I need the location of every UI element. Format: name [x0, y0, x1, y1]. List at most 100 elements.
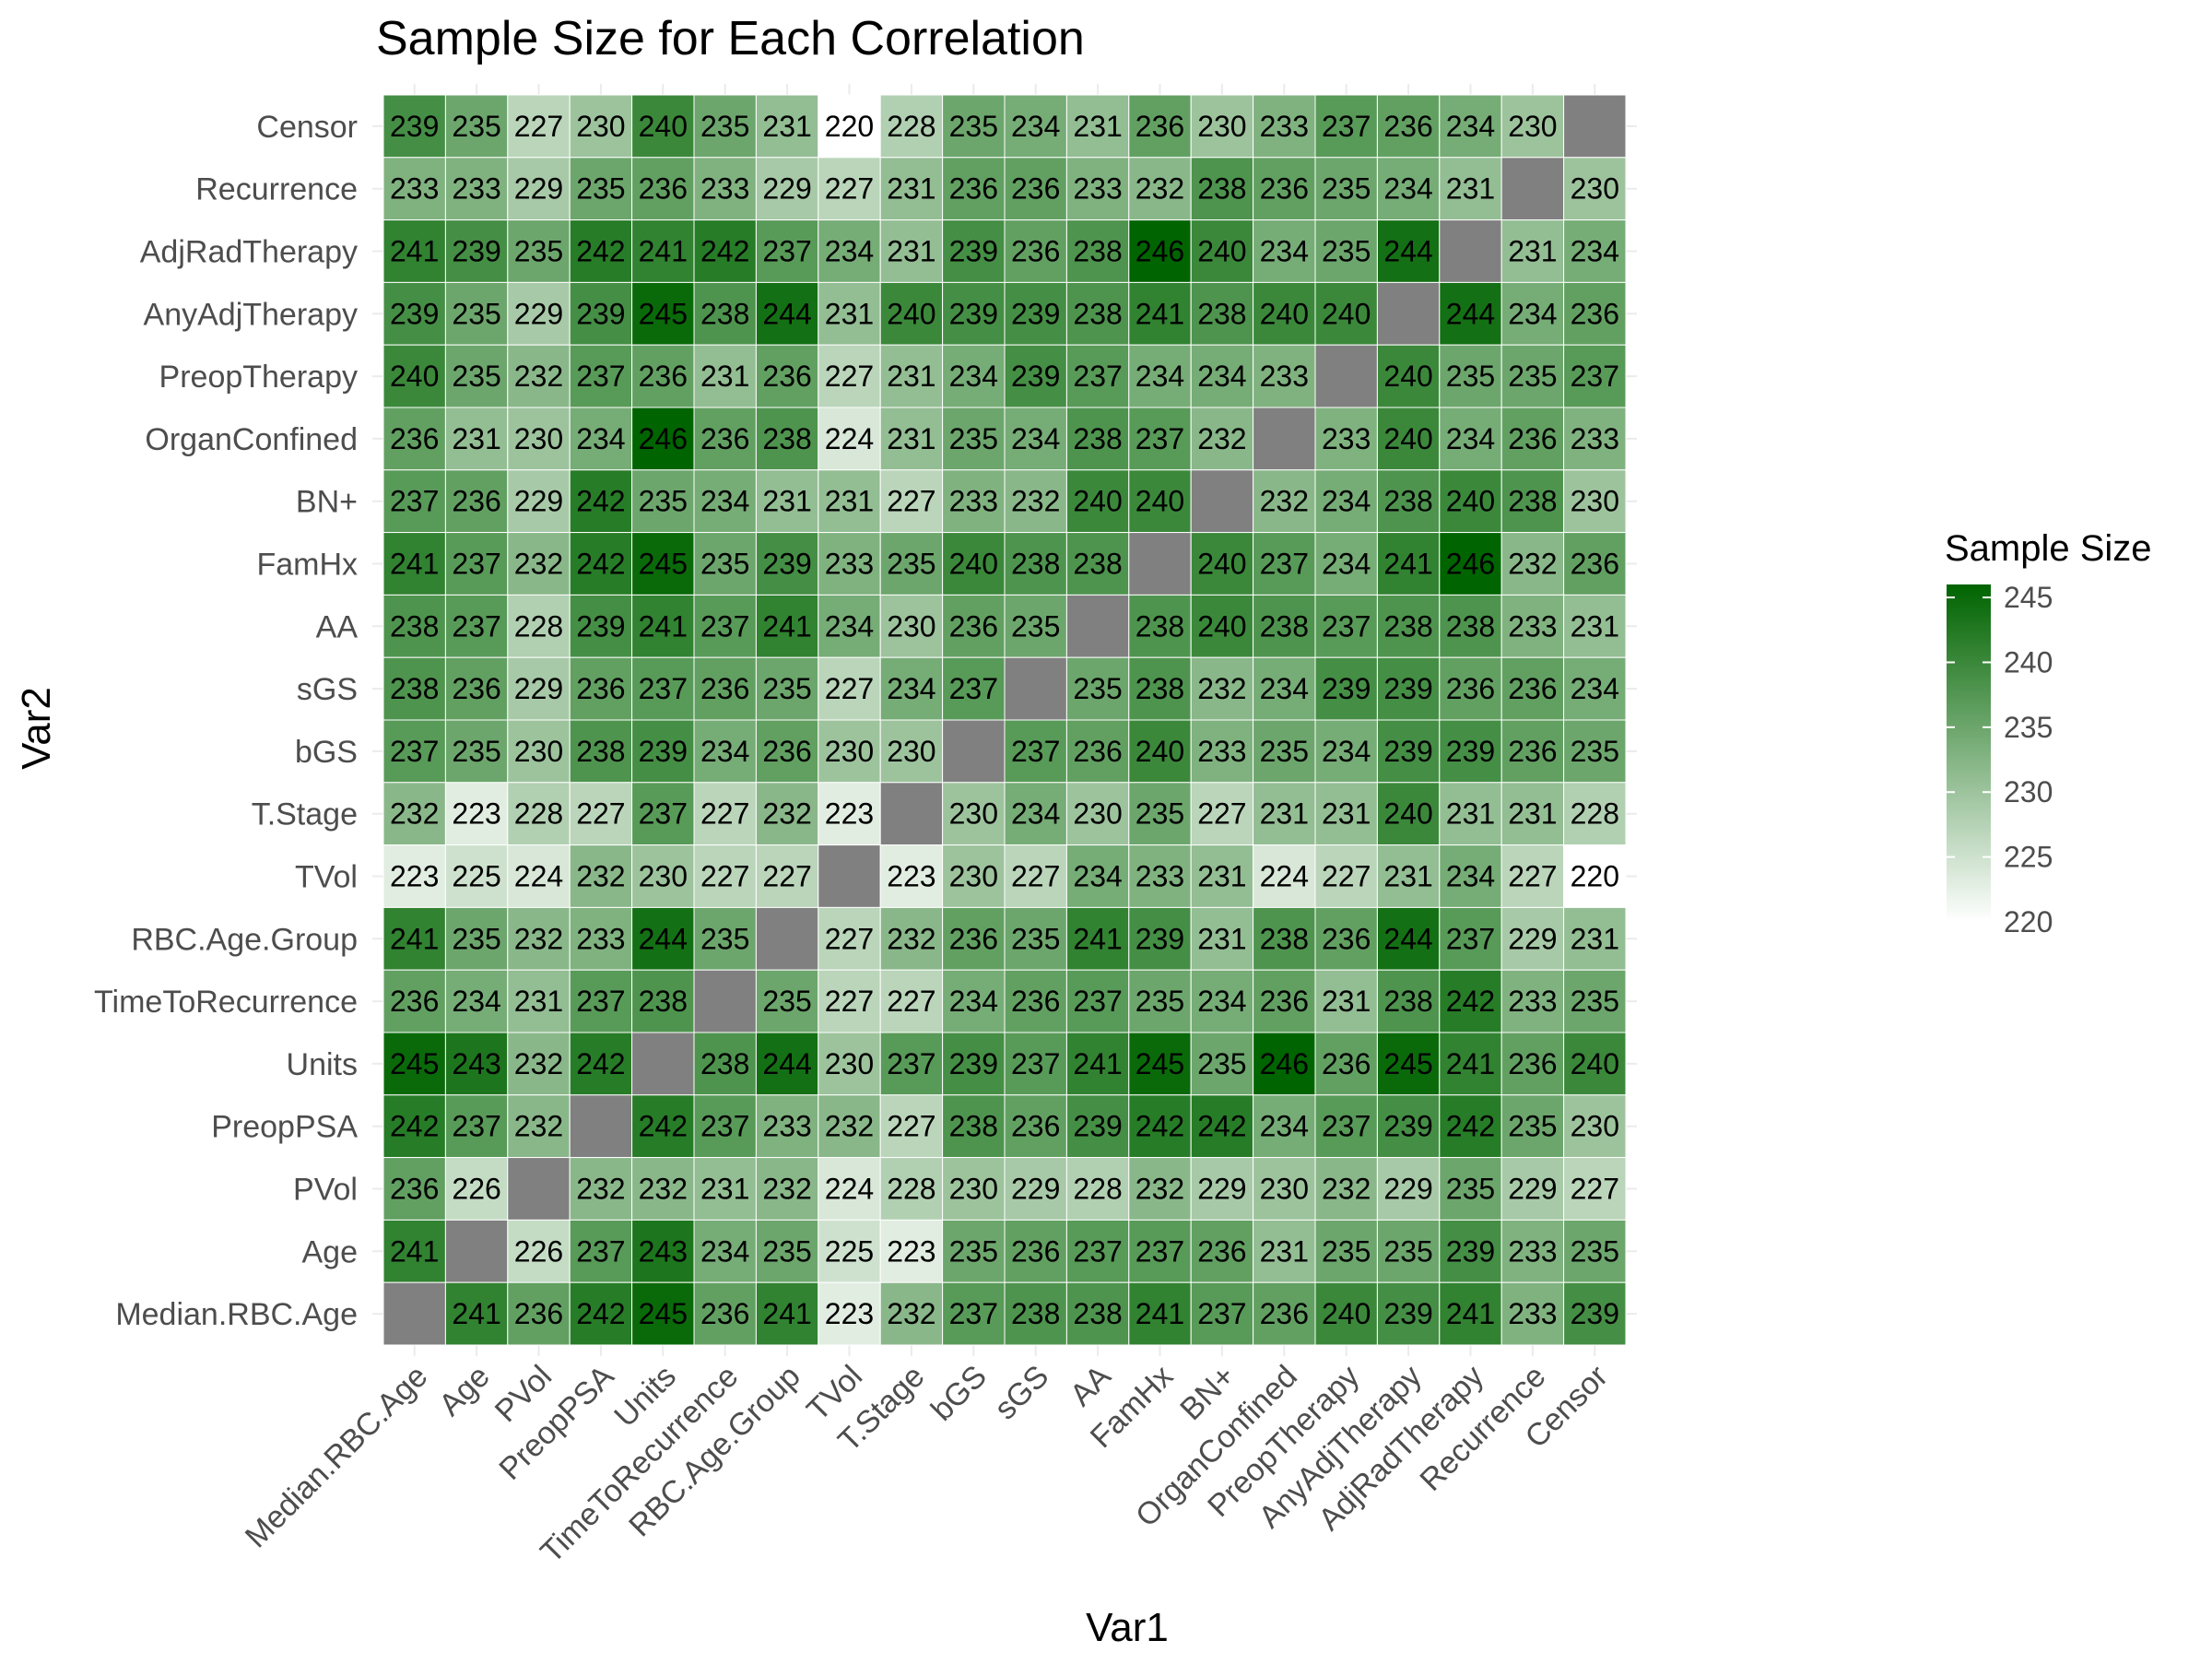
- cell-value-label: 234: [1571, 672, 1619, 705]
- cell-value-label: 240: [1073, 485, 1122, 518]
- cell-value-label: 238: [390, 672, 439, 705]
- cell-value-label: 223: [887, 860, 935, 893]
- heatmap-cell: [507, 94, 571, 159]
- heatmap-cell: [818, 344, 881, 408]
- heatmap-cell: [1314, 1094, 1378, 1159]
- heatmap-cell: [693, 219, 757, 283]
- cell-value-label: 236: [452, 485, 500, 518]
- heatmap-cell: [1004, 407, 1067, 471]
- cell-value-label: 223: [452, 797, 500, 831]
- cell-value-label: 234: [825, 609, 874, 643]
- heatmap-cell: [693, 1032, 757, 1096]
- cell-value-label: 237: [887, 1047, 935, 1080]
- cell-value-label: 229: [514, 297, 563, 330]
- cell-value-label: 239: [1011, 360, 1060, 393]
- heatmap-cell: [1500, 532, 1565, 596]
- heatmap-cell: [1314, 469, 1378, 534]
- legend-tick-label: 245: [2004, 581, 2053, 614]
- heatmap-cell: [1314, 594, 1378, 658]
- cell-value-label: 238: [1073, 1297, 1122, 1330]
- heatmap-cell: [1253, 219, 1316, 283]
- heatmap-cell: [507, 157, 571, 221]
- heatmap-cell: [1314, 344, 1378, 408]
- cell-value-label: 238: [1383, 985, 1432, 1018]
- heatmap-cell: [818, 281, 881, 346]
- heatmap-cell: [1190, 532, 1254, 596]
- cell-value-label: 227: [1197, 797, 1246, 831]
- heatmap-cell: [818, 157, 881, 221]
- heatmap-cell: [755, 281, 819, 346]
- cell-value-label: 231: [1260, 1234, 1309, 1268]
- heatmap-cell: [693, 157, 757, 221]
- heatmap-cell: [1004, 656, 1067, 721]
- heatmap-cell: [755, 656, 819, 721]
- y-tick-label: PVol: [293, 1173, 358, 1208]
- heatmap-cell: [1128, 719, 1192, 784]
- cell-value-label: 236: [639, 172, 688, 206]
- heatmap-cell: [1004, 1032, 1067, 1096]
- heatmap-cell: [382, 1219, 446, 1283]
- cell-value-label: 234: [700, 1234, 749, 1268]
- cell-value-label: 238: [1073, 297, 1122, 330]
- cell-value-label: 238: [1073, 422, 1122, 455]
- cell-value-label: 241: [762, 1297, 811, 1330]
- cell-value-label: 232: [762, 1173, 811, 1206]
- cell-value-label: 232: [514, 1047, 563, 1080]
- heatmap-cell: [444, 594, 509, 658]
- cell-value-label: 235: [700, 548, 749, 581]
- heatmap-cell: [1500, 844, 1565, 908]
- cell-value-label: 241: [1135, 297, 1184, 330]
- cell-value-label: 236: [1260, 1297, 1309, 1330]
- heatmap-cell: [569, 594, 633, 658]
- cell-value-label: 231: [700, 1173, 749, 1206]
- cell-value-label: 233: [1508, 985, 1557, 1018]
- cell-value-label: 235: [1571, 985, 1619, 1018]
- cell-value-label: 237: [576, 1234, 625, 1268]
- heatmap-cell: [1500, 219, 1565, 283]
- heatmap-cell: [507, 281, 571, 346]
- heatmap-cell: [1376, 94, 1441, 159]
- cell-value-label: 237: [1073, 360, 1122, 393]
- cell-value-label: 232: [514, 548, 563, 581]
- cell-value-label: 227: [825, 985, 874, 1018]
- cell-value-label: 238: [1011, 1297, 1060, 1330]
- cell-value-label: 233: [1571, 422, 1619, 455]
- heatmap-cell: [755, 219, 819, 283]
- cell-value-label: 231: [1197, 922, 1246, 955]
- heatmap-cell: [507, 594, 571, 658]
- legend-tick-label: 235: [2004, 711, 2053, 744]
- heatmap-cell: [382, 1157, 446, 1221]
- cell-value-label: 245: [639, 548, 688, 581]
- cell-value-label: 235: [452, 922, 500, 955]
- cell-value-label: 244: [1383, 922, 1432, 955]
- cell-value-label: 238: [1073, 235, 1122, 268]
- cell-value-label: 238: [700, 1047, 749, 1080]
- cell-value-label: 240: [1197, 548, 1246, 581]
- heatmap-cell: [942, 782, 1006, 846]
- heatmap-cell: [1253, 157, 1316, 221]
- heatmap-cell: [1065, 532, 1130, 596]
- cell-value-label: 235: [452, 297, 500, 330]
- cell-value-label: 230: [825, 735, 874, 768]
- cell-value-label: 238: [1197, 172, 1246, 206]
- cell-value-label: 236: [762, 735, 811, 768]
- heatmap-cell: [1190, 719, 1254, 784]
- cell-value-label: 238: [390, 609, 439, 643]
- heatmap-cell: [507, 969, 571, 1033]
- cell-value-label: 239: [1011, 297, 1060, 330]
- heatmap-cell: [818, 906, 881, 971]
- cell-value-label: 240: [390, 360, 439, 393]
- heatmap-cell: [1500, 1094, 1565, 1159]
- heatmap-cell: [1314, 157, 1378, 221]
- cell-value-label: 241: [639, 609, 688, 643]
- cell-value-label: 229: [1011, 1173, 1060, 1206]
- heatmap-cell: [1376, 782, 1441, 846]
- heatmap-cell: [569, 344, 633, 408]
- cell-value-label: 234: [1073, 860, 1122, 893]
- cell-value-label: 232: [514, 1110, 563, 1143]
- cell-value-label: 244: [1383, 235, 1432, 268]
- cell-value-label: 235: [887, 548, 935, 581]
- cell-value-label: 239: [762, 548, 811, 581]
- cell-value-label: 233: [576, 922, 625, 955]
- cell-value-label: 234: [1322, 548, 1371, 581]
